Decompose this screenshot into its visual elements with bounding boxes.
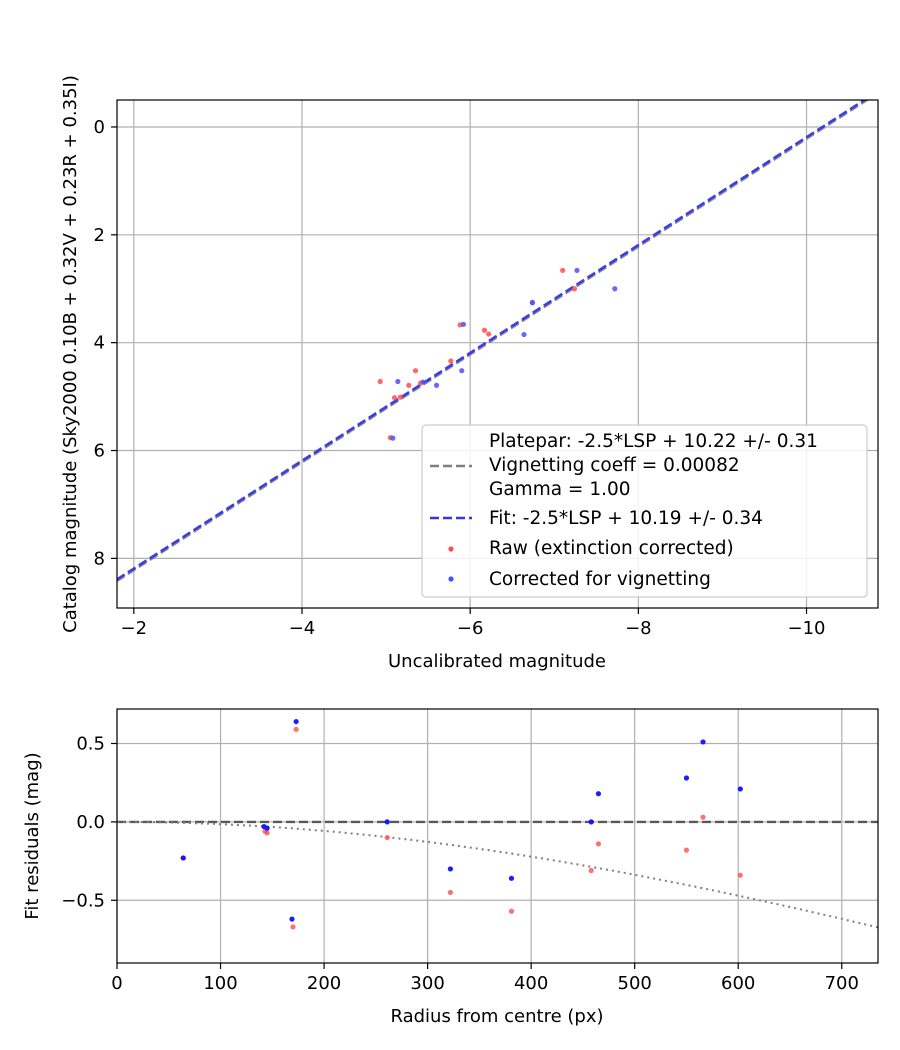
top-y-tick-label: 2 — [94, 225, 105, 246]
legend-label-raw: Raw (extinction corrected) — [489, 538, 734, 559]
top-lines — [117, 100, 870, 583]
raw-point — [571, 286, 578, 292]
raw-residual-point — [508, 908, 515, 914]
corrected-point — [390, 435, 396, 441]
bottom-x-tick-label: 700 — [825, 973, 859, 994]
corrected-residual-point — [289, 916, 295, 922]
corrected-point — [529, 300, 535, 306]
platepar-fit-line — [117, 100, 870, 583]
corrected-point — [433, 382, 440, 388]
top-x-tick-label: −6 — [457, 618, 484, 639]
raw-point — [377, 378, 383, 385]
vignetting-curve — [117, 820, 879, 929]
top-points — [377, 267, 618, 441]
legend-label-corrected: Corrected for vignetting — [489, 569, 711, 590]
bottom-x-tick-label: 500 — [618, 973, 652, 994]
corrected-point — [574, 267, 580, 274]
raw-residual-point — [264, 830, 270, 836]
corrected-point — [420, 379, 426, 385]
corrected-residual-point — [264, 825, 270, 831]
corrected-residual-point — [180, 855, 186, 861]
legend-label-line: Gamma = 1.00 — [489, 479, 631, 500]
bottom-plot-frame — [116, 708, 879, 964]
bottom-x-tick-label: 600 — [721, 973, 755, 994]
corrected-residual-point — [683, 775, 690, 781]
raw-residual-point — [595, 841, 602, 847]
raw-point — [391, 395, 398, 401]
bottom-grid — [116, 709, 878, 963]
raw-residual-point — [447, 889, 453, 896]
raw-point — [486, 331, 492, 337]
legend-swatch-corrected — [448, 576, 454, 582]
corrected-residual-point — [700, 739, 706, 745]
bottom-ticks: 0 100 200 300 400 500 600 700 0.5 0.0 −0.5 — [61, 733, 859, 994]
bottom-x-tick-label: 400 — [514, 973, 548, 994]
corrected-point — [459, 368, 465, 374]
raw-residual-point — [700, 814, 706, 820]
bottom-lines — [117, 820, 879, 929]
top-y-tick-label: 8 — [94, 548, 105, 569]
corrected-residual-point — [293, 718, 299, 725]
legend-label-fit: Fit: -2.5*LSP + 10.19 +/- 0.34 — [489, 508, 763, 529]
raw-point — [481, 327, 488, 333]
raw-residual-point — [293, 726, 299, 732]
top-x-tick-label: −8 — [625, 618, 652, 639]
top-x-tick-label: −4 — [289, 618, 316, 639]
legend-swatch-raw — [448, 546, 454, 552]
raw-point — [448, 358, 454, 364]
corrected-residual-point — [447, 866, 453, 872]
bottom-x-tick-label: 100 — [203, 973, 237, 994]
corrected-residual-point — [508, 875, 515, 881]
legend-box — [421, 424, 868, 598]
top-plot-frame — [116, 99, 879, 609]
bottom-y-tick-label: 0.0 — [76, 812, 105, 833]
raw-point — [406, 382, 412, 388]
corrected-residual-point — [737, 786, 743, 792]
legend: Platepar: -2.5*LSP + 10.22 +/- 0.31 Vigne… — [421, 424, 868, 598]
top-y-axis-label: Catalog magnitude (Sky2000 0.10B + 0.32V… — [60, 75, 81, 633]
corrected-residual-point — [595, 791, 602, 797]
top-ticks: −2 −4 −6 −8 −10 0 2 4 6 8 — [94, 117, 826, 639]
raw-point — [397, 394, 403, 400]
bottom-x-axis-label: Radius from centre (px) — [390, 1006, 603, 1027]
bottom-y-tick-label: −0.5 — [61, 890, 105, 911]
top-y-tick-label: 6 — [94, 441, 105, 462]
raw-point — [560, 267, 566, 274]
legend-label-platepar: Platepar: -2.5*LSP + 10.22 +/- 0.31 — [489, 431, 818, 452]
corrected-point — [460, 321, 467, 327]
residuals-panel: 0 100 200 300 400 500 600 700 0.5 0.0 −0.5 Radius … — [22, 708, 879, 1027]
corrected-point — [612, 286, 618, 292]
bottom-points — [180, 718, 743, 930]
bottom-y-axis-label: Fit residuals (mag) — [22, 752, 43, 919]
corrected-point — [521, 331, 527, 338]
bottom-x-tick-label: 0 — [111, 973, 122, 994]
top-x-tick-label: −10 — [788, 618, 826, 639]
bottom-y-tick-label: 0.5 — [76, 733, 105, 754]
raw-residual-point — [737, 872, 743, 878]
corrected-residual-point — [588, 819, 594, 825]
bottom-x-tick-label: 300 — [410, 973, 444, 994]
raw-point — [412, 368, 419, 374]
top-y-tick-label: 4 — [94, 333, 105, 354]
raw-residual-point — [290, 924, 296, 930]
raw-residual-point — [588, 867, 594, 874]
top-x-axis-label: Uncalibrated magnitude — [388, 651, 606, 672]
corrected-residual-point — [384, 819, 390, 825]
legend-label-line: Vignetting coeff = 0.00082 — [489, 455, 740, 476]
raw-residual-point — [683, 847, 690, 853]
fit-line — [117, 100, 867, 581]
raw-residual-point — [384, 834, 390, 841]
bottom-x-tick-label: 200 — [307, 973, 341, 994]
corrected-point — [395, 378, 401, 385]
top-y-tick-label: 0 — [94, 117, 105, 138]
legend-label-vignetting: Vignetting coeff = 0.00082 Gamma = 1.00 — [489, 455, 740, 500]
top-x-tick-label: −2 — [121, 618, 148, 639]
